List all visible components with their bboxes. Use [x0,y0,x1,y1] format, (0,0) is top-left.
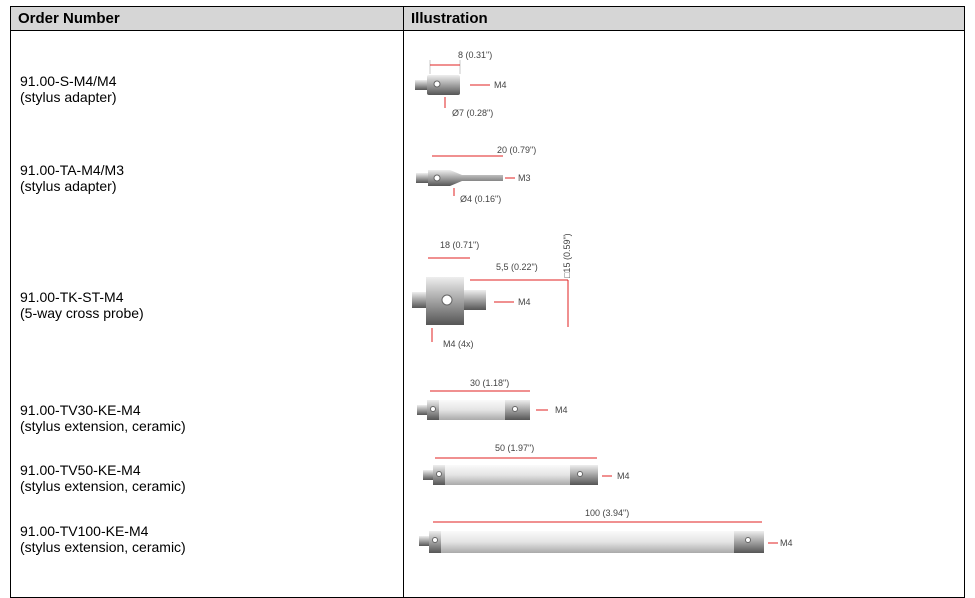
illustration: 100 (3.94") M4 [419,508,793,553]
dimension-label: 100 (3.94") [585,508,629,518]
order-number: 91.00-TA-M4/M3 [20,162,124,178]
drawing-part [412,292,426,308]
dimension-label: Ø4 (0.16") [460,194,501,204]
description: (stylus extension, ceramic) [20,478,186,494]
drawing-part [416,173,428,183]
drawing-part [415,80,427,90]
drawing-part [745,537,751,543]
description: (stylus extension, ceramic) [20,418,186,434]
drawing-part [445,465,570,485]
drawing-part [423,470,433,480]
drawing-part [512,406,518,412]
drawing-part [441,531,734,553]
dimension-label: M4 [494,80,507,90]
drawing-part [428,170,503,186]
dimension-label: M4 [617,471,630,481]
drawing-part [464,290,486,310]
dimension-label: M3 [518,173,531,183]
description: (5-way cross probe) [20,305,144,321]
header-bg [10,6,965,30]
illustration: 50 (1.97") M4 [423,443,630,485]
drawing-part [570,465,598,485]
illustration: 8 (0.31") M4 Ø7 (0.28") [415,50,507,118]
drawing-part [441,294,453,306]
drawing-part [433,80,441,88]
drawing-part [433,174,441,182]
drawing-part [577,471,583,477]
description: (stylus adapter) [20,89,116,105]
illustration: 20 (0.79") M3 Ø4 (0.16") [416,145,536,204]
description: (stylus adapter) [20,178,116,194]
drawing-part [419,536,429,546]
order-number: 91.00-TV30-KE-M4 [20,402,141,418]
drawing-part [430,406,436,412]
dimension-label: M4 [780,538,793,548]
dimension-label: M4 [555,405,568,415]
dimension-label: 20 (0.79") [497,145,536,155]
dimension-label: 30 (1.18") [470,378,509,388]
illustration: 30 (1.18") M4 [417,378,568,420]
order-number: 91.00-TV100-KE-M4 [20,523,149,539]
drawing-part [432,537,438,543]
drawing-part [417,405,427,415]
table: Order Number Illustration 91.00-S-M4/M4 … [10,6,965,598]
drawing-part [427,75,460,95]
drawing-part [439,400,505,420]
drawing-part [436,471,442,477]
dimension-label: 8 (0.31") [458,50,492,60]
description: (stylus extension, ceramic) [20,539,186,555]
column-header: Order Number [18,10,120,27]
table-border [10,6,965,598]
order-number: 91.00-S-M4/M4 [20,73,117,89]
dimension-label: 18 (0.71") [440,240,479,250]
dimension-label: Ø7 (0.28") [452,108,493,118]
dimension-label: 5,5 (0.22") [496,262,538,272]
dimension-label: 50 (1.97") [495,443,534,453]
dimension-label: M4 [518,297,531,307]
illustration: 18 (0.71") 5,5 (0.22") □15 (0.59") M4 M4… [412,233,572,349]
dimension-label: □15 (0.59") [562,233,572,278]
order-number: 91.00-TV50-KE-M4 [20,462,141,478]
order-number: 91.00-TK-ST-M4 [20,289,124,305]
column-header: Illustration [411,10,488,27]
dimension-label: M4 (4x) [443,339,474,349]
